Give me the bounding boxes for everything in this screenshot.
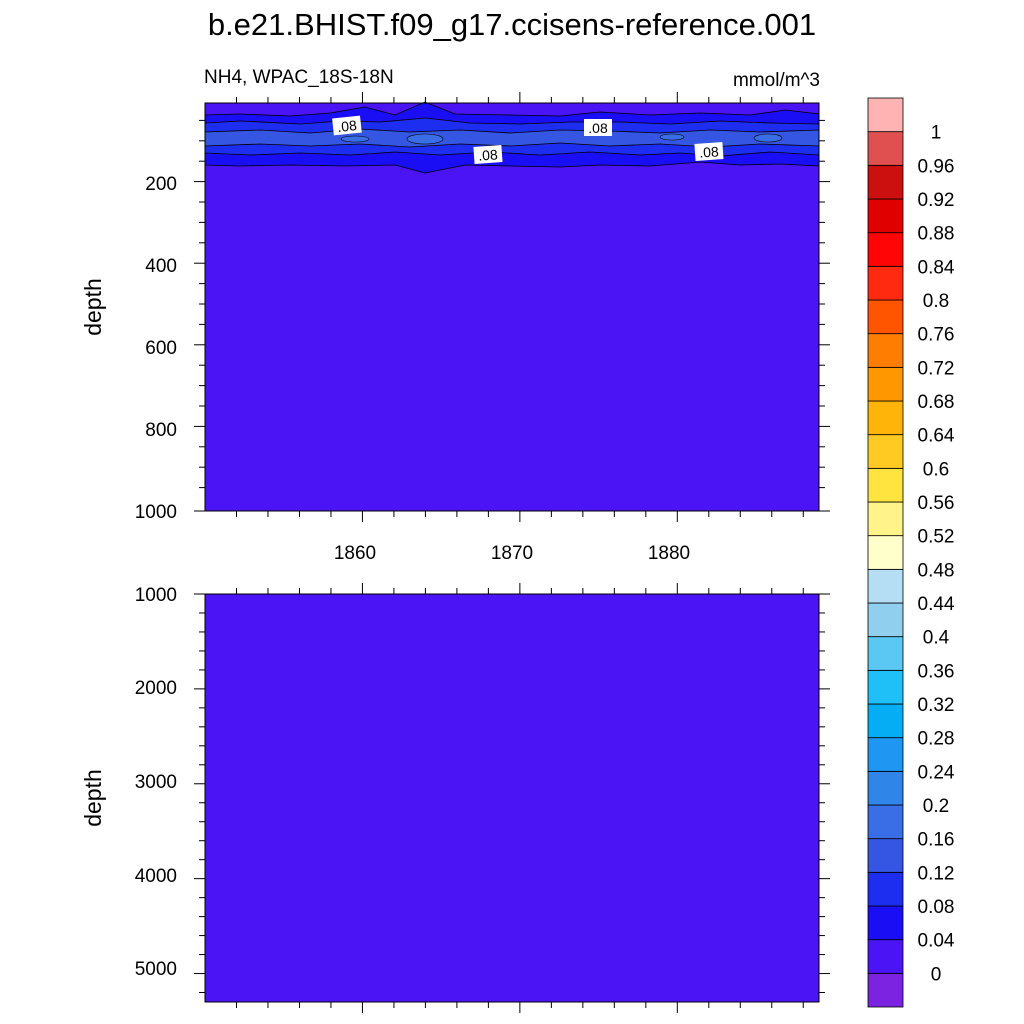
colorbar-label: 0.84 <box>918 257 955 278</box>
contour-core <box>406 133 444 145</box>
colorbar-label: 0 <box>931 964 942 985</box>
colorbar-label: 0.96 <box>918 156 955 177</box>
colorbar-swatch <box>867 905 904 941</box>
colorbar-label: 0.8 <box>923 291 949 312</box>
colorbar-label: 0.44 <box>918 594 955 615</box>
y-tick-label: 1000 <box>135 502 177 523</box>
svg-text:.08: .08 <box>478 146 499 163</box>
colorbar-label: 0.88 <box>918 224 955 245</box>
colorbar-swatch <box>867 737 904 772</box>
colorbar-label: 0.76 <box>918 325 955 346</box>
y-tick-label: 3000 <box>135 772 177 793</box>
colorbar-label: 0.32 <box>918 695 955 716</box>
svg-text:.08: .08 <box>699 143 720 160</box>
colorbar-label: 0.24 <box>918 762 955 783</box>
colorbar-swatch <box>867 501 904 537</box>
colorbar-label: 0.48 <box>918 560 955 581</box>
y-tick-label: 4000 <box>135 866 177 887</box>
top-panel-background <box>205 103 819 511</box>
colorbar-label: 0.6 <box>923 459 949 480</box>
colorbar-label: 0.72 <box>918 358 955 379</box>
colorbar-swatch <box>867 602 904 638</box>
y-tick-label: 800 <box>145 420 177 441</box>
colorbar-swatch <box>867 568 904 604</box>
colorbar-swatch <box>867 232 904 267</box>
y-tick-label: 1000 <box>135 585 177 606</box>
units-label: mmol/m^3 <box>733 70 820 91</box>
colorbar-swatch <box>867 972 904 1008</box>
contour-label: .08 <box>332 115 362 136</box>
chart-title: b.e21.BHIST.f09_g17.ccisens-reference.00… <box>208 7 816 42</box>
contour-core <box>659 133 685 141</box>
colorbar-swatch <box>867 97 904 133</box>
colorbar-label: 0.92 <box>918 190 955 211</box>
colorbar-swatch <box>867 131 904 166</box>
colorbar-label: 0.16 <box>918 830 955 851</box>
bottom-panel-ticks <box>194 583 830 1013</box>
y-axis-label: depth <box>80 769 106 827</box>
colorbar-swatch <box>867 669 904 705</box>
colorbar-swatch <box>867 636 904 671</box>
colorbar-label: 0.64 <box>918 426 955 447</box>
colorbar-swatch <box>867 299 904 335</box>
colorbar-swatch <box>867 770 904 806</box>
colorbar-swatch <box>867 535 904 570</box>
colorbar-label: 0.08 <box>918 897 955 918</box>
colorbar-label: 0.12 <box>918 863 955 884</box>
colorbar-swatch <box>867 434 904 469</box>
colorbar-swatch <box>867 703 904 739</box>
y-tick-label: 2000 <box>135 678 177 699</box>
colorbar-swatch <box>867 467 904 503</box>
colorbar: 0 0.04 0.08 0.12 0.16 0.2 0.24 0.28 0.32 0.36 0.4 0… <box>867 97 955 1008</box>
x-tick-label: 1870 <box>491 543 533 564</box>
colorbar-label: 0.04 <box>918 931 955 952</box>
colorbar-label: 0.36 <box>918 661 955 682</box>
colorbar-label: 0.56 <box>918 493 955 514</box>
colorbar-swatch <box>867 164 904 200</box>
top-panel: .08 .08 .08 .08 200 400 600 800 1000 dep… <box>80 92 830 564</box>
variable-label: NH4, WPAC_18S-18N <box>204 67 394 88</box>
bottom-panel-frame <box>204 593 820 1003</box>
bottom-panel-background <box>205 594 819 1002</box>
colorbar-label: 1 <box>931 123 942 144</box>
colorbar-label: 0.2 <box>923 796 949 817</box>
colorbar-swatch <box>867 804 904 840</box>
colorbar-label: 0.52 <box>918 527 955 548</box>
colorbar-label: 0.4 <box>923 628 950 649</box>
colorbar-swatch <box>867 366 904 402</box>
colorbar-label: 0.68 <box>918 392 955 413</box>
x-tick-label: 1880 <box>648 543 690 564</box>
colorbar-swatch <box>867 400 904 436</box>
y-tick-label: 400 <box>145 256 177 277</box>
bottom-panel: 1000 2000 3000 4000 5000 depth <box>80 583 830 1013</box>
colorbar-swatch <box>867 838 904 873</box>
y-tick-label: 600 <box>145 338 177 359</box>
colorbar-label: 0.28 <box>918 729 955 750</box>
colorbar-swatch <box>867 198 904 234</box>
svg-text:.08: .08 <box>336 117 357 135</box>
contour-label: .08 <box>694 142 724 161</box>
y-axis-label: depth <box>80 278 106 336</box>
top-panel-ticks <box>194 92 830 522</box>
colorbar-swatch <box>867 871 904 907</box>
x-tick-label: 1860 <box>334 543 376 564</box>
y-tick-label: 5000 <box>135 959 177 980</box>
colorbar-swatch <box>867 265 904 301</box>
contour-core <box>753 133 783 143</box>
y-tick-label: 200 <box>145 174 177 195</box>
contour-core <box>340 135 370 143</box>
svg-text:.08: .08 <box>588 120 608 136</box>
contour-label: .08 <box>473 145 503 164</box>
colorbar-swatch <box>867 333 904 368</box>
top-panel-frame <box>204 102 820 512</box>
colorbar-swatch <box>867 939 904 974</box>
contour-label: .08 <box>584 119 612 136</box>
